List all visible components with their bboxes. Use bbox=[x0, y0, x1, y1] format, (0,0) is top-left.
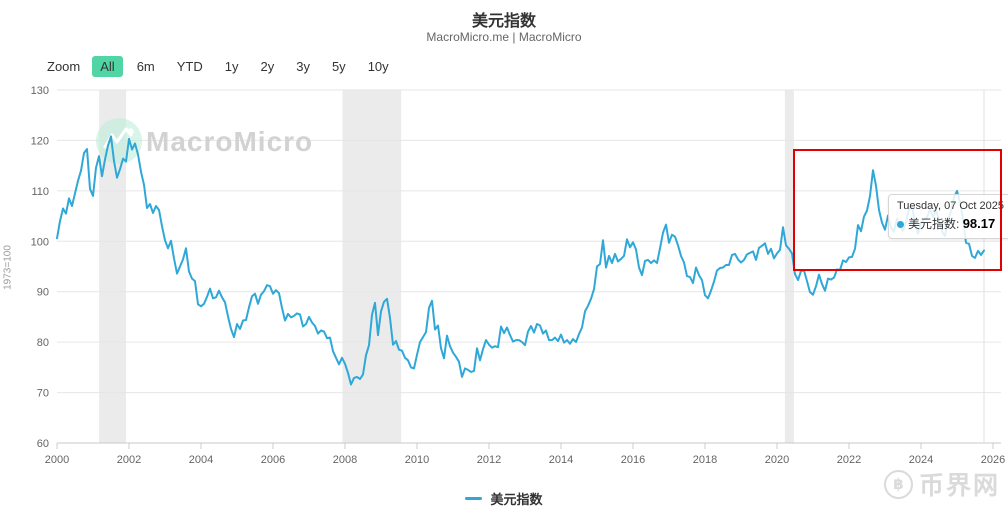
y-tick-label: 80 bbox=[37, 337, 49, 349]
x-tick-label: 2026 bbox=[981, 454, 1005, 466]
y-tick-label: 90 bbox=[37, 287, 49, 299]
range-selector-toolbar: Zoom All 6m YTD 1y 2y 3y 5y 10y bbox=[47, 56, 400, 77]
y-axis-title: 1973=100 bbox=[2, 245, 14, 290]
y-tick-label: 100 bbox=[31, 236, 49, 248]
y-tick-label: 120 bbox=[31, 135, 49, 147]
legend-line-icon bbox=[465, 497, 483, 500]
series-marker-icon bbox=[897, 220, 904, 228]
y-tick-label: 60 bbox=[37, 438, 49, 450]
coin-icon: ฿ bbox=[883, 469, 913, 499]
legend-label: 美元指数 bbox=[490, 492, 543, 507]
bijie-watermark-text: 币界网 bbox=[918, 472, 1000, 500]
annotation-rectangle bbox=[793, 149, 1002, 271]
range-button-all[interactable]: All bbox=[92, 56, 123, 77]
macromicro-logo-dot bbox=[127, 128, 134, 135]
series-line bbox=[56, 135, 985, 386]
range-button-1y[interactable]: 1y bbox=[224, 59, 239, 74]
y-tick-label: 70 bbox=[37, 388, 49, 400]
range-button-6m[interactable]: 6m bbox=[136, 59, 155, 74]
tooltip-value-line: 美元指数: 98.17 bbox=[897, 215, 1004, 232]
range-button-3y[interactable]: 3y bbox=[296, 59, 310, 74]
bijie-watermark: ฿ 币界网 bbox=[883, 466, 1000, 502]
recession-band bbox=[342, 90, 402, 443]
tooltip-series-label: 美元指数: bbox=[908, 217, 960, 231]
range-button-5y[interactable]: 5y bbox=[331, 59, 346, 74]
recession-band bbox=[784, 90, 794, 443]
x-tick-label: 2012 bbox=[477, 454, 501, 466]
range-button-2y[interactable]: 2y bbox=[260, 59, 275, 74]
range-button-10y[interactable]: 10y bbox=[367, 59, 389, 74]
chart-title: 美元指数 bbox=[471, 13, 536, 30]
y-tick-label: 130 bbox=[31, 85, 49, 97]
x-tick-label: 2000 bbox=[45, 454, 69, 466]
chart-subtitle: MacroMicro.me | MacroMicro bbox=[426, 30, 582, 44]
zoom-label: Zoom bbox=[47, 59, 81, 74]
range-button-ytd[interactable]: YTD bbox=[176, 59, 203, 74]
x-tick-label: 2018 bbox=[693, 454, 717, 466]
x-tick-label: 2008 bbox=[333, 454, 357, 466]
x-tick-label: 2020 bbox=[765, 454, 789, 466]
legend-item[interactable]: 美元指数 bbox=[0, 489, 1008, 508]
x-tick-label: 2022 bbox=[837, 454, 861, 466]
x-tick-label: 2024 bbox=[909, 454, 933, 466]
x-tick-label: 2006 bbox=[261, 454, 285, 466]
x-tick-label: 2004 bbox=[189, 454, 213, 466]
x-tick-label: 2002 bbox=[117, 454, 141, 466]
x-tick-label: 2010 bbox=[405, 454, 429, 466]
y-tick-label: 110 bbox=[31, 186, 49, 198]
tooltip-date: Tuesday, 07 Oct 2025 bbox=[897, 200, 1005, 212]
tooltip-value: 98.17 bbox=[962, 216, 996, 231]
chart-tooltip: Tuesday, 07 Oct 2025 美元指数: 98.17 bbox=[888, 194, 1008, 239]
macromicro-watermark-text: MacroMicro bbox=[146, 126, 313, 157]
x-tick-label: 2016 bbox=[621, 454, 645, 466]
x-tick-label: 2014 bbox=[549, 454, 573, 466]
